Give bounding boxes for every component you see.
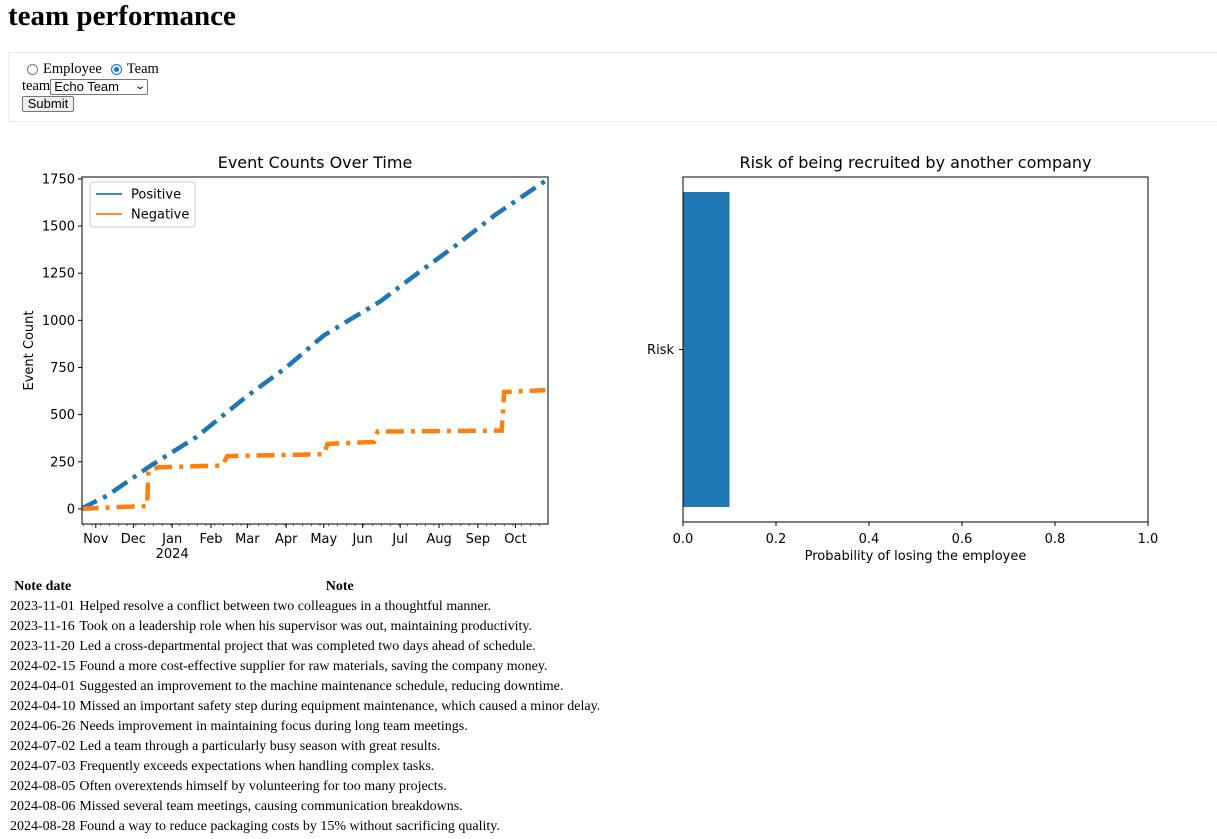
notes-header-note: Note <box>325 579 354 594</box>
risk-chart: Risk of being recruited by another compa… <box>647 153 1159 564</box>
x-tick-label: 0.0 <box>673 532 694 547</box>
y-tick-label: 1500 <box>42 220 75 235</box>
team-field: team Echo Team ⌄ <box>22 78 149 95</box>
page-title: team performance <box>8 0 236 32</box>
table-row: 2024-08-06 Missed several team meetings, … <box>8 797 602 817</box>
table-row: 2023-11-20 Led a cross-departmental proje… <box>8 637 602 657</box>
table-row: 2023-11-01 Helped resolve a conflict betw… <box>8 597 602 617</box>
y-tick-label: 1750 <box>42 172 75 187</box>
mode-radio-group: Employee Team <box>27 60 168 78</box>
team-select-value: Echo Team <box>54 78 119 94</box>
y-tick-label: Risk <box>647 343 674 358</box>
x-tick-label: Oct <box>504 532 526 547</box>
event-counts-chart: Event Counts Over Time Event Count 0 250 500… <box>22 153 549 562</box>
notes-table: Note date Note 2023-11-01 Helped resolve … <box>8 577 602 837</box>
table-row: 2024-07-02 Led a team through a particula… <box>8 737 602 757</box>
notes-header-date: Note date <box>14 579 72 594</box>
table-row: 2023-11-16 Took on a leadership role when… <box>8 617 602 637</box>
table-row: 2024-04-10 Missed an important safety ste… <box>8 697 602 717</box>
table-row: 2024-06-26 Needs improvement in maintaini… <box>8 717 602 737</box>
note-date: 2024-07-02 <box>10 739 76 754</box>
radio-employee[interactable] <box>27 63 38 75</box>
filter-form: Employee Team team Echo Team ⌄ Submit <box>8 52 1217 122</box>
legend-label: Negative <box>131 208 189 223</box>
note-date: 2024-04-01 <box>10 679 76 694</box>
table-row: 2024-02-15 Found a more cost-effective su… <box>8 657 602 677</box>
chart-title: Risk of being recruited by another compa… <box>739 153 1091 172</box>
x-tick-label: Feb <box>200 532 223 547</box>
x-tick-label: Aug <box>426 532 451 547</box>
x-tick-label: Jan <box>161 532 182 547</box>
y-tick-label: 750 <box>50 361 75 376</box>
team-select[interactable]: Echo Team ⌄ <box>50 78 149 95</box>
note-text: Helped resolve a conflict between two co… <box>79 599 492 614</box>
chart-title: Event Counts Over Time <box>218 153 413 172</box>
x-tick-label: Apr <box>275 532 298 547</box>
y-tick-label: 500 <box>50 408 75 423</box>
x-tick-label: 0.2 <box>766 532 787 547</box>
plot-frame <box>81 176 549 525</box>
table-row: 2024-07-03 Frequently exceeds expectation… <box>8 757 602 777</box>
x-tick-label: Jun <box>351 532 372 547</box>
note-text: Found a more cost-effective supplier for… <box>79 659 548 674</box>
x-tick-label: 1.0 <box>1138 532 1159 547</box>
note-text: Led a team through a particularly busy s… <box>79 739 441 754</box>
table-row: 2024-08-28 Found a way to reduce packagin… <box>8 817 602 837</box>
x-tick-label: Mar <box>235 532 260 547</box>
note-date: 2024-02-15 <box>10 659 76 674</box>
x-tick-label: 0.6 <box>952 532 973 547</box>
series-line-negative <box>82 387 546 512</box>
x-tick-label: Dec <box>121 532 146 547</box>
x-tick-label: Jul <box>391 532 408 547</box>
x-tick-label: Nov <box>83 532 109 547</box>
radio-team[interactable] <box>110 63 122 75</box>
note-date: 2023-11-16 <box>10 619 75 634</box>
note-date: 2024-08-06 <box>10 799 76 814</box>
table-row: 2024-04-01 Suggested an improvement to th… <box>8 677 602 697</box>
note-text: Found a way to reduce packaging costs by… <box>79 819 500 834</box>
x-tick-label: 0.8 <box>1045 532 1066 547</box>
x-tick-label: Sep <box>466 532 491 547</box>
note-date: 2024-07-03 <box>10 759 76 774</box>
note-text: Missed several team meetings, causing co… <box>79 799 463 814</box>
note-date: 2024-06-26 <box>10 719 76 734</box>
radio-employee-label[interactable]: Employee <box>43 60 102 77</box>
chevron-down-icon: ⌄ <box>134 80 146 92</box>
x-tick-label: May <box>310 532 337 547</box>
y-tick-label: 250 <box>50 455 75 470</box>
plot-frame <box>682 176 1149 523</box>
legend: Positive Negative <box>89 181 196 228</box>
legend-label: Positive <box>131 188 181 203</box>
notes-header-row: Note date Note <box>8 577 602 597</box>
bar-risk <box>683 192 730 507</box>
radio-team-label[interactable]: Team <box>126 60 159 77</box>
y-axis-label: Event Count <box>22 311 37 391</box>
note-date: 2024-08-05 <box>10 779 76 794</box>
y-tick-label: 1250 <box>42 267 75 282</box>
y-tick-label: 0 <box>67 502 75 517</box>
note-date: 2023-11-01 <box>10 599 75 614</box>
note-text: Frequently exceeds expectations when han… <box>79 759 435 774</box>
note-date: 2023-11-20 <box>10 639 75 654</box>
note-text: Needs improvement in maintaining focus d… <box>79 719 468 734</box>
submit-button[interactable]: Submit <box>22 96 74 112</box>
x-tick-year-label: 2024 <box>156 547 189 562</box>
y-tick-label: 1000 <box>42 314 75 329</box>
note-date: 2024-08-28 <box>10 819 76 834</box>
note-text: Missed an important safety step during e… <box>79 699 601 714</box>
x-axis-label: Probability of losing the employee <box>805 549 1027 564</box>
note-text: Led a cross-departmental project that wa… <box>79 639 536 654</box>
x-tick-label: 0.4 <box>859 532 880 547</box>
table-row: 2024-08-05 Often overextends himself by v… <box>8 777 602 797</box>
note-text: Often overextends himself by volunteerin… <box>79 779 447 794</box>
team-label: team <box>22 78 51 94</box>
series-line-positive <box>82 178 547 511</box>
note-text: Took on a leadership role when his super… <box>79 619 532 634</box>
note-text: Suggested an improvement to the machine … <box>79 679 564 694</box>
note-date: 2024-04-10 <box>10 699 76 714</box>
